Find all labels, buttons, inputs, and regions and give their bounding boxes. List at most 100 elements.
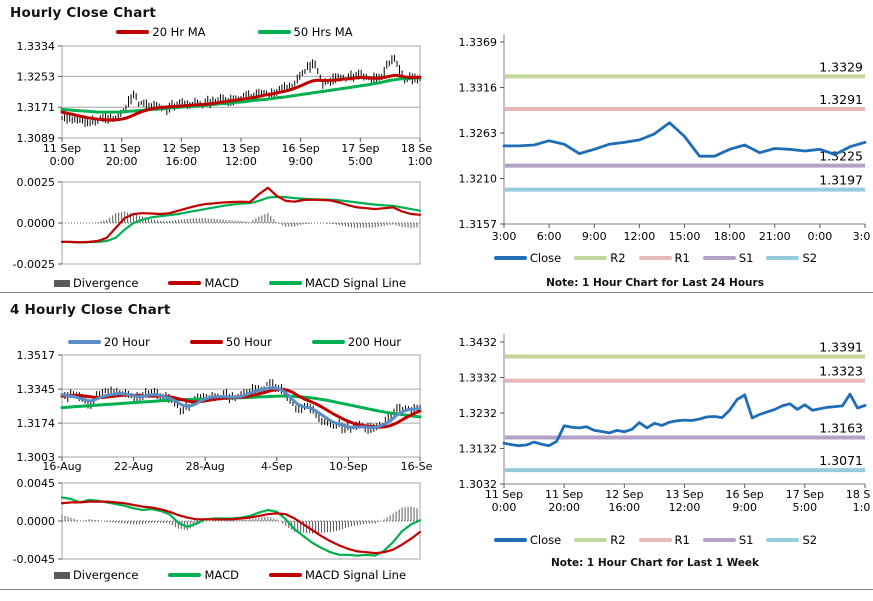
legend-label: S2 xyxy=(802,533,818,547)
svg-text:1.3334: 1.3334 xyxy=(17,40,56,53)
svg-text:1.3323: 1.3323 xyxy=(819,364,863,379)
50-hrs-ma-swatch-icon xyxy=(257,30,291,34)
legend-label: Divergence xyxy=(72,568,139,582)
legend-label: R2 xyxy=(610,533,626,547)
svg-text:16 Sep: 16 Sep xyxy=(726,488,764,501)
legend-item-divergence: Divergence xyxy=(53,276,139,290)
legend-label: 200 Hour xyxy=(347,335,402,349)
r2-swatch-icon xyxy=(574,538,608,542)
close-swatch-icon xyxy=(493,256,527,260)
svg-text:1.3089: 1.3089 xyxy=(17,132,56,145)
legend-item-close: Close xyxy=(493,251,562,265)
macd-signal-line-swatch-icon xyxy=(268,573,302,577)
h4-price-chart: 1.3517 1.3345 1.3174 1.3003 16-Aug 22-Aug 28-A… xyxy=(8,330,440,482)
macd-signal-line-swatch-icon xyxy=(268,281,302,285)
svg-text:1.3517: 1.3517 xyxy=(17,349,56,362)
svg-text:5:00: 5:00 xyxy=(348,155,373,168)
h4-pivot-chart: 1.3432 1.3332 1.3232 1.3132 1.3032 11 Sep 0:00… xyxy=(440,332,873,536)
svg-text:1.3032: 1.3032 xyxy=(459,478,498,491)
svg-text:1.3316: 1.3316 xyxy=(459,82,498,95)
r1-swatch-icon xyxy=(638,538,672,542)
svg-text:1.3253: 1.3253 xyxy=(17,70,56,83)
50-hour-swatch-icon xyxy=(189,340,223,344)
legend-item-macd: MACD xyxy=(168,276,239,290)
svg-text:4-Sep: 4-Sep xyxy=(261,460,293,473)
svg-text:1.3171: 1.3171 xyxy=(17,101,56,114)
legend-item-20-hour: 20 Hour xyxy=(67,335,150,349)
legend-item-r2: R2 xyxy=(574,251,626,265)
legend-item-50-hour: 50 Hour xyxy=(189,335,272,349)
svg-text:11 Sep: 11 Sep xyxy=(103,142,141,155)
macd-swatch-icon xyxy=(168,573,202,577)
legend-label: Divergence xyxy=(72,276,139,290)
200-hour-swatch-icon xyxy=(311,340,345,344)
legend-label: MACD xyxy=(204,568,239,582)
legend-item-macd: MACD xyxy=(168,568,239,582)
legend-item-macd-signal-line: MACD Signal Line xyxy=(268,568,407,582)
h4-pivot-note: Note: 1 Hour Chart for Last 1 Week xyxy=(550,557,760,569)
legend-label: R1 xyxy=(674,251,690,265)
svg-text:1.3132: 1.3132 xyxy=(459,443,498,456)
svg-text:-0.0045: -0.0045 xyxy=(13,553,55,566)
svg-text:1.3291: 1.3291 xyxy=(819,92,863,107)
svg-text:18:00: 18:00 xyxy=(714,230,746,243)
svg-text:1.3391: 1.3391 xyxy=(819,340,863,355)
section-title-hourly: Hourly Close Chart xyxy=(10,5,157,21)
h4-price-legend: 20 Hour 50 Hour 200 Hour xyxy=(54,335,415,349)
legend-label: S1 xyxy=(738,251,754,265)
legend-item-s2: S2 xyxy=(766,251,817,265)
section-divider xyxy=(0,589,873,590)
svg-text:1:00: 1:00 xyxy=(408,155,433,168)
svg-text:17 Sep: 17 Sep xyxy=(341,142,379,155)
svg-text:1.3163: 1.3163 xyxy=(819,420,863,435)
legend-item-close: Close xyxy=(493,533,562,547)
s1-swatch-icon xyxy=(702,256,736,260)
svg-text:13 Sep: 13 Sep xyxy=(665,488,703,501)
legend-label: R1 xyxy=(674,533,690,547)
hourly-macd-svg: 0.0025 0.0000 -0.0025 xyxy=(13,176,422,271)
svg-text:18 Sep: 18 Sep xyxy=(846,488,870,501)
svg-text:9:00: 9:00 xyxy=(732,501,757,514)
svg-text:10-Sep: 10-Sep xyxy=(329,460,368,473)
svg-text:1.3071: 1.3071 xyxy=(819,453,863,468)
svg-text:0:00: 0:00 xyxy=(492,501,517,514)
legend-item-macd-signal-line: MACD Signal Line xyxy=(268,276,407,290)
section-title-4hourly: 4 Hourly Close Chart xyxy=(10,302,171,318)
20-hour-swatch-icon xyxy=(67,340,101,344)
legend-label: S1 xyxy=(738,533,754,547)
legend-label: Close xyxy=(529,533,562,547)
legend-label: MACD Signal Line xyxy=(304,568,407,582)
divergence-swatch-icon xyxy=(53,571,70,579)
svg-text:16:00: 16:00 xyxy=(165,155,197,168)
hourly-macd-legend: Divergence MACD MACD Signal Line xyxy=(30,276,430,290)
svg-text:28-Aug: 28-Aug xyxy=(186,460,225,473)
legend-item-divergence: Divergence xyxy=(53,568,139,582)
svg-text:1.3197: 1.3197 xyxy=(819,173,863,188)
svg-text:12 Sep: 12 Sep xyxy=(162,142,200,155)
svg-text:1.3157: 1.3157 xyxy=(459,218,498,231)
legend-label: Close xyxy=(529,251,562,265)
svg-text:12:00: 12:00 xyxy=(624,230,656,243)
svg-text:9:00: 9:00 xyxy=(288,155,313,168)
svg-text:3:00: 3:00 xyxy=(492,230,517,243)
legend-label: MACD xyxy=(204,276,239,290)
svg-text:16-Aug: 16-Aug xyxy=(42,460,81,473)
svg-text:11 Sep: 11 Sep xyxy=(545,488,583,501)
svg-text:0.0000: 0.0000 xyxy=(17,217,56,230)
legend-item-50-hrs-ma: 50 Hrs MA xyxy=(257,25,353,39)
legend-label: MACD Signal Line xyxy=(304,276,407,290)
svg-text:15:00: 15:00 xyxy=(669,230,701,243)
legend-item-200-hour: 200 Hour xyxy=(311,335,402,349)
svg-text:0:00: 0:00 xyxy=(808,230,833,243)
svg-text:6:00: 6:00 xyxy=(537,230,562,243)
legend-label: 20 Hr MA xyxy=(152,25,206,39)
svg-text:13 Sep: 13 Sep xyxy=(222,142,260,155)
svg-text:16-Sep: 16-Sep xyxy=(401,460,433,473)
svg-text:1.3432: 1.3432 xyxy=(459,336,498,349)
svg-text:-0.0025: -0.0025 xyxy=(13,258,55,271)
svg-text:0:00: 0:00 xyxy=(50,155,75,168)
